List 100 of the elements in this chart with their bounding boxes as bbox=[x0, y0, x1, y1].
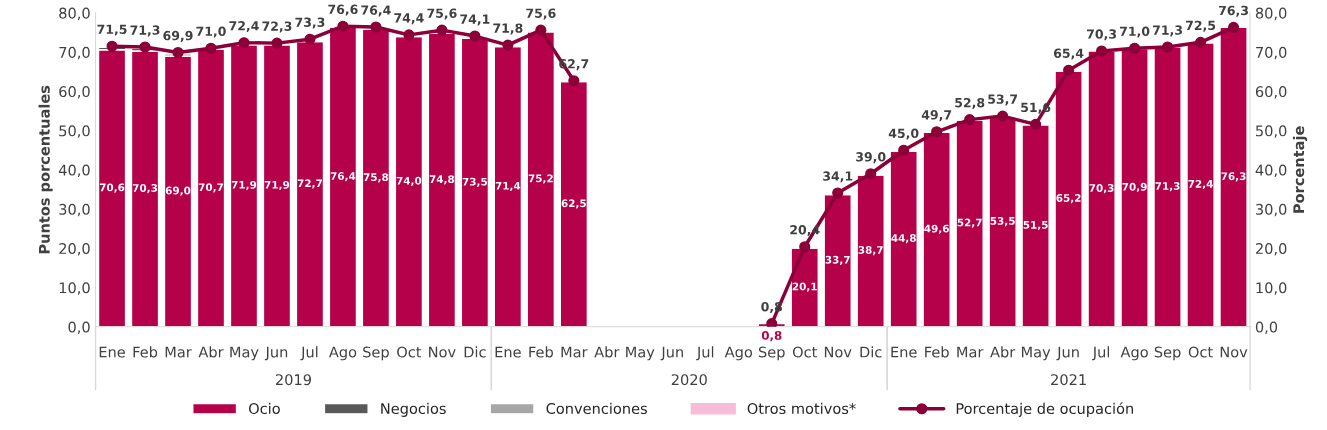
x-tick-label: May bbox=[230, 346, 259, 361]
data-label: 53,5 bbox=[990, 216, 1015, 227]
data-label: 72,5 bbox=[1185, 20, 1216, 32]
x-tick-label: Mar bbox=[561, 346, 588, 358]
y2-tick-label: 50,0 bbox=[1256, 125, 1287, 138]
x-tick-label: Oct bbox=[792, 346, 817, 358]
data-label: 38,7 bbox=[858, 246, 883, 256]
data-label: 52,8 bbox=[955, 97, 985, 109]
x-tick-label: Jul bbox=[300, 346, 318, 361]
y-tick-label: 40,0 bbox=[58, 164, 90, 178]
data-label: 65,4 bbox=[1053, 48, 1084, 60]
data-label: 74,4 bbox=[394, 13, 424, 25]
x-tick-label: Jun bbox=[660, 346, 683, 361]
x-tick-label: Nov bbox=[824, 346, 852, 358]
data-label: 39,0 bbox=[856, 152, 886, 164]
x-tick-label: Abr bbox=[594, 346, 620, 358]
data-label: 71,3 bbox=[1155, 182, 1180, 192]
x-tick-label: Jul bbox=[696, 346, 714, 361]
data-label: 70,7 bbox=[198, 183, 224, 193]
x-tick-label: Nov bbox=[429, 346, 456, 358]
x-tick-label: Sep bbox=[363, 346, 389, 361]
legend-label: Convenciones bbox=[546, 402, 647, 415]
x-tick-label: Ago bbox=[1120, 346, 1148, 361]
text: 2020 bbox=[671, 374, 707, 386]
y2-tick-label: 10,0 bbox=[1256, 282, 1287, 295]
x-tick-label: Dic bbox=[464, 346, 486, 358]
data-label: 74,0 bbox=[396, 176, 422, 186]
data-label: 71,9 bbox=[264, 180, 290, 191]
x-tick-label: Ago bbox=[328, 346, 357, 361]
x-tick-label: Abr bbox=[990, 346, 1016, 358]
x-tick-label: Feb bbox=[925, 346, 949, 358]
legend-label: Porcentaje de ocupación bbox=[956, 402, 1133, 417]
data-label: 71,3 bbox=[1152, 25, 1182, 37]
x-tick-label: May bbox=[626, 346, 655, 361]
data-label: 75,2 bbox=[528, 174, 553, 184]
y-tick-label: 0,0 bbox=[68, 321, 90, 335]
data-label: 72,7 bbox=[297, 179, 322, 189]
data-label: 71,3 bbox=[130, 25, 160, 37]
data-label: 45,0 bbox=[888, 128, 919, 140]
x-tick-label: Jul bbox=[1092, 346, 1110, 361]
data-label: 71,9 bbox=[231, 180, 257, 191]
x-tick-label: Jun bbox=[1056, 346, 1079, 361]
x-tick-label: Feb bbox=[133, 346, 158, 358]
text: 2021 bbox=[1051, 374, 1086, 386]
y-tick-label: 60,0 bbox=[59, 86, 90, 99]
x-tick-label: Nov bbox=[1220, 346, 1248, 358]
data-label: 76,4 bbox=[361, 5, 391, 17]
data-label: 70,3 bbox=[132, 184, 158, 194]
y-tick-label: 50,0 bbox=[59, 125, 90, 138]
y2-tick-label: 0,0 bbox=[1255, 321, 1278, 335]
data-label: 74,8 bbox=[429, 175, 455, 185]
data-label: 71,0 bbox=[1120, 26, 1150, 38]
y-tick-label: 10,0 bbox=[59, 282, 90, 295]
y2-tick-label: 30,0 bbox=[1256, 203, 1287, 217]
data-label: 33,7 bbox=[825, 255, 850, 266]
data-label: 74,1 bbox=[460, 14, 490, 26]
x-tick-label: May bbox=[1021, 346, 1051, 361]
data-label: 49,6 bbox=[924, 224, 949, 234]
data-label: 52,7 bbox=[957, 218, 982, 228]
x-tick-label: Mar bbox=[957, 346, 984, 358]
data-label: 71,5 bbox=[97, 24, 127, 36]
y-axis-title: Puntos porcentuales bbox=[38, 85, 53, 254]
data-label: 72,4 bbox=[1188, 179, 1213, 190]
data-label: 76,3 bbox=[1218, 5, 1248, 17]
data-label: 72,4 bbox=[229, 21, 259, 33]
data-label: 62,5 bbox=[561, 199, 586, 209]
data-label: 69,0 bbox=[165, 186, 191, 196]
x-tick-label: Abr bbox=[198, 346, 224, 358]
data-label: 76,3 bbox=[1221, 172, 1246, 182]
y2-tick-label: 20,0 bbox=[1255, 243, 1287, 256]
data-label: 44,8 bbox=[891, 234, 916, 244]
data-label: 75,6 bbox=[427, 8, 457, 20]
data-label: 76,6 bbox=[328, 4, 358, 16]
y-tick-label: 20,0 bbox=[59, 243, 90, 256]
y2-tick-label: 60,0 bbox=[1255, 86, 1287, 99]
data-label: 70,3 bbox=[1087, 29, 1117, 41]
data-label: 71,0 bbox=[196, 26, 226, 38]
legend-label: Ocio bbox=[249, 402, 280, 415]
data-label: 71,8 bbox=[493, 23, 523, 35]
data-label: 70,6 bbox=[99, 183, 125, 193]
data-label: 70,9 bbox=[1122, 182, 1147, 193]
data-label: 73,3 bbox=[295, 17, 325, 29]
y-tick-label: 70,0 bbox=[59, 46, 90, 60]
x-tick-label: Feb bbox=[529, 346, 553, 358]
x-tick-label: Mar bbox=[165, 346, 192, 358]
y-tick-label: 30,0 bbox=[59, 203, 90, 217]
data-label: 65,2 bbox=[1056, 194, 1081, 204]
data-label: 49,7 bbox=[921, 110, 952, 122]
x-tick-label: Ene bbox=[99, 346, 125, 358]
data-label: 72,3 bbox=[262, 21, 292, 33]
y-tick-label: 80,0 bbox=[59, 7, 90, 21]
data-label: 51,5 bbox=[1023, 221, 1048, 231]
data-label: 34,1 bbox=[823, 171, 853, 183]
y2-tick-label: 70,0 bbox=[1256, 46, 1287, 60]
data-label: 76,4 bbox=[330, 172, 356, 182]
legend-label: Otros motivos* bbox=[747, 402, 856, 415]
data-label: 53,7 bbox=[988, 94, 1018, 106]
y2-axis-title: Porcentaje bbox=[1292, 126, 1308, 213]
x-tick-label: Ene bbox=[495, 346, 521, 358]
data-label: 75,8 bbox=[363, 173, 389, 183]
